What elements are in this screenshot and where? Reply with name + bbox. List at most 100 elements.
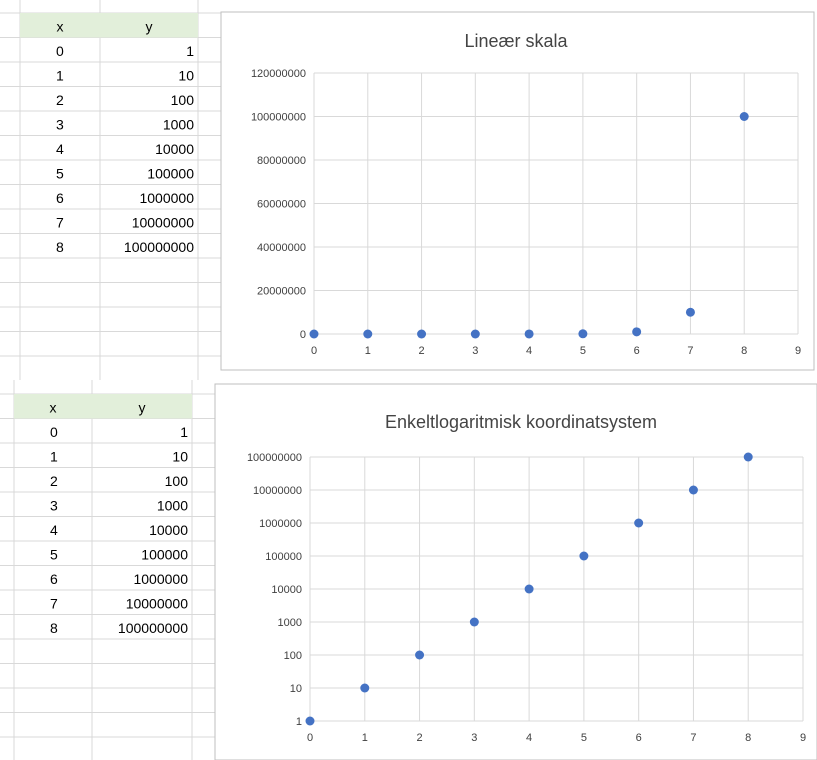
cell-x: 0	[56, 43, 64, 59]
header-fill	[14, 394, 192, 419]
cell-y: 1	[186, 43, 194, 59]
cell-x: 1	[50, 449, 58, 465]
spreadsheet-grid: x y 0 1 1 10 2 100 3 1000 4 10000 5 100000 6 1000000 7 10…	[0, 0, 222, 380]
y-tick-label: 40000000	[257, 242, 306, 254]
cell-y: 10000	[149, 522, 188, 538]
x-tick-label: 9	[795, 345, 801, 357]
data-point	[688, 485, 698, 495]
cell-x: 8	[50, 620, 58, 636]
header-fill	[20, 13, 198, 38]
cell-y: 1000000	[133, 571, 188, 587]
x-tick-label: 4	[526, 732, 532, 744]
chart-title: Enkeltlogaritmisk koordinatsystem	[385, 412, 657, 432]
cell-x: 8	[56, 239, 64, 255]
data-point	[363, 329, 373, 339]
data-point	[305, 716, 315, 726]
x-tick-label: 9	[800, 732, 806, 744]
cell-y: 1	[180, 424, 188, 440]
y-tick-label: 100000000	[247, 452, 302, 464]
cell-y: 100000	[141, 547, 188, 563]
cell-y: 100000	[147, 166, 194, 182]
x-tick-label: 6	[636, 732, 642, 744]
cell-y: 1000000	[139, 190, 194, 206]
cell-y: 10000000	[132, 215, 195, 231]
data-point	[469, 617, 479, 627]
cell-x: 7	[50, 596, 58, 612]
cell-x: 5	[50, 547, 58, 563]
cell-x: 1	[56, 68, 64, 84]
x-tick-label: 3	[471, 732, 477, 744]
x-tick-label: 7	[687, 345, 693, 357]
cell-x: 5	[56, 166, 64, 182]
log-panel: x y 0 1 1 10 2 100 3 1000 4 10000 5 100000 6 1000000 7 10…	[0, 380, 817, 760]
x-tick-label: 1	[365, 345, 371, 357]
data-point	[417, 329, 427, 339]
data-point	[470, 329, 480, 339]
cell-x: 7	[56, 215, 64, 231]
cell-y: 10000000	[126, 596, 189, 612]
linear-panel: x y 0 1 1 10 2 100 3 1000 4 10000 5 100000 6 1000000 7 10…	[0, 0, 815, 380]
x-tick-label: 1	[362, 732, 368, 744]
chart-area	[220, 11, 815, 371]
x-tick-label: 0	[311, 345, 317, 357]
y-tick-label: 1000	[278, 617, 302, 629]
x-tick-label: 6	[634, 345, 640, 357]
cell-y: 10000	[155, 141, 194, 157]
x-tick-label: 8	[745, 732, 751, 744]
cell-y: 100000000	[118, 620, 188, 636]
chart-area	[214, 383, 817, 760]
cell-y: 100	[165, 473, 189, 489]
linear-chart: Lineær skala 0 20000000 40000000 60000000 800…	[220, 11, 815, 371]
cell-x: 4	[50, 522, 58, 538]
y-tick-label: 20000000	[257, 286, 306, 298]
y-tick-label: 80000000	[257, 155, 306, 167]
cell-x: 0	[50, 424, 58, 440]
cell-x: 6	[50, 571, 58, 587]
x-tick-label: 5	[581, 732, 587, 744]
data-point	[685, 307, 695, 317]
data-point	[579, 551, 589, 561]
y-tick-label: 100000	[265, 551, 302, 563]
cell-x: 2	[56, 92, 64, 108]
column-header-x: x	[57, 19, 64, 35]
y-tick-label: 1000000	[259, 518, 302, 530]
cell-y: 10	[172, 449, 188, 465]
x-tick-label: 2	[418, 345, 424, 357]
cell-y: 10	[178, 68, 194, 84]
y-tick-label: 10	[290, 683, 302, 695]
y-tick-label: 60000000	[257, 199, 306, 211]
x-tick-label: 7	[690, 732, 696, 744]
data-point	[524, 329, 534, 339]
cell-x: 4	[56, 141, 64, 157]
cell-x: 6	[56, 190, 64, 206]
chart-title: Lineær skala	[464, 31, 568, 51]
x-tick-label: 3	[472, 345, 478, 357]
x-tick-label: 4	[526, 345, 532, 357]
data-point	[739, 112, 749, 121]
data-point	[632, 327, 642, 337]
cell-y: 100	[171, 92, 195, 108]
cell-y: 1000	[157, 498, 188, 514]
column-header-y: y	[146, 19, 153, 35]
column-header-x: x	[50, 400, 57, 416]
x-tick-label: 0	[307, 732, 313, 744]
cell-y: 1000	[163, 117, 194, 133]
data-point	[743, 452, 753, 462]
cell-x: 2	[50, 473, 58, 489]
cell-x: 3	[56, 117, 64, 133]
spreadsheet-grid: x y 0 1 1 10 2 100 3 1000 4 10000 5 100000 6 1000000 7 10…	[0, 380, 216, 760]
data-point	[309, 329, 319, 339]
y-tick-label: 100	[284, 650, 302, 662]
y-tick-label: 120000000	[251, 68, 306, 80]
y-tick-label: 10000	[271, 584, 302, 596]
log-chart: Enkeltlogaritmisk koordinatsystem 1 10 100 1…	[214, 383, 817, 760]
y-tick-label: 10000000	[253, 485, 302, 497]
data-point	[634, 518, 644, 528]
x-tick-label: 5	[580, 345, 586, 357]
data-point	[360, 683, 370, 693]
cell-y: 100000000	[124, 239, 194, 255]
data-point	[524, 584, 534, 594]
data-point	[415, 650, 425, 660]
